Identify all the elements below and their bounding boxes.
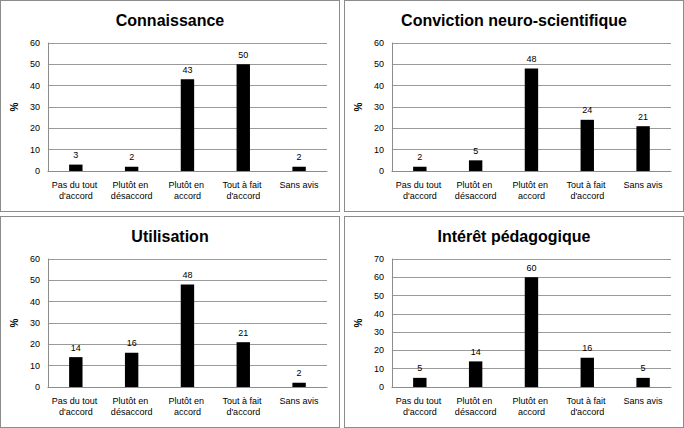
svg-text:Plutôt en: Plutôt en <box>168 396 206 406</box>
svg-text:2: 2 <box>297 368 302 378</box>
svg-text:Plutôt en: Plutôt en <box>512 180 550 190</box>
svg-text:2: 2 <box>129 152 134 162</box>
svg-text:Conviction neuro-scientifique: Conviction neuro-scientifique <box>401 12 627 29</box>
svg-text:Plutôt en: Plutôt en <box>457 396 495 406</box>
svg-text:5: 5 <box>473 146 478 156</box>
svg-text:Sans avis: Sans avis <box>280 180 320 190</box>
svg-text:Tout à fait: Tout à fait <box>567 180 609 190</box>
svg-text:Plutôt en: Plutôt en <box>512 396 550 406</box>
svg-text:30: 30 <box>374 327 384 337</box>
svg-text:Plutôt en: Plutôt en <box>457 180 495 190</box>
svg-text:%: % <box>9 102 20 111</box>
svg-text:48: 48 <box>182 270 192 280</box>
svg-text:0: 0 <box>35 382 40 392</box>
svg-text:5: 5 <box>641 363 646 373</box>
svg-text:60: 60 <box>526 263 536 273</box>
svg-text:10: 10 <box>374 145 384 155</box>
svg-text:Pas du tout: Pas du tout <box>396 180 444 190</box>
svg-text:désaccord: désaccord <box>455 407 497 417</box>
svg-text:Plutôt en: Plutôt en <box>113 180 151 190</box>
svg-text:d'accord: d'accord <box>226 191 260 201</box>
svg-text:40: 40 <box>374 309 384 319</box>
svg-text:d'accord: d'accord <box>403 407 437 417</box>
svg-text:%: % <box>353 102 364 111</box>
svg-text:%: % <box>353 318 364 327</box>
svg-text:21: 21 <box>638 112 648 122</box>
svg-text:10: 10 <box>374 364 384 374</box>
svg-text:accord: accord <box>518 407 545 417</box>
svg-text:24: 24 <box>582 105 592 115</box>
svg-text:Pas du tout: Pas du tout <box>396 396 444 406</box>
svg-text:d'accord: d'accord <box>59 407 93 417</box>
svg-text:d'accord: d'accord <box>570 407 604 417</box>
svg-text:48: 48 <box>526 54 536 64</box>
svg-text:3: 3 <box>73 150 78 160</box>
svg-text:%: % <box>9 318 20 327</box>
svg-text:16: 16 <box>127 338 137 348</box>
svg-text:2: 2 <box>417 152 422 162</box>
svg-text:30: 30 <box>30 102 40 112</box>
svg-text:0: 0 <box>379 166 384 176</box>
svg-text:Sans avis: Sans avis <box>624 180 664 190</box>
svg-text:10: 10 <box>30 361 40 371</box>
svg-text:Tout à fait: Tout à fait <box>223 180 265 190</box>
svg-text:50: 50 <box>30 59 40 69</box>
svg-text:60: 60 <box>374 38 384 48</box>
svg-text:d'accord: d'accord <box>570 191 604 201</box>
svg-text:d'accord: d'accord <box>59 191 93 201</box>
svg-text:20: 20 <box>374 345 384 355</box>
svg-text:Plutôt en: Plutôt en <box>113 396 151 406</box>
svg-text:Plutôt en: Plutôt en <box>168 180 206 190</box>
svg-text:60: 60 <box>30 38 40 48</box>
svg-text:30: 30 <box>30 318 40 328</box>
svg-text:2: 2 <box>297 152 302 162</box>
svg-text:40: 40 <box>374 81 384 91</box>
svg-text:14: 14 <box>71 343 81 353</box>
svg-text:désaccord: désaccord <box>111 407 153 417</box>
svg-text:50: 50 <box>238 50 248 60</box>
svg-text:60: 60 <box>374 272 384 282</box>
svg-text:20: 20 <box>30 339 40 349</box>
svg-text:5: 5 <box>417 363 422 373</box>
svg-text:50: 50 <box>374 59 384 69</box>
svg-text:Pas du tout: Pas du tout <box>52 396 100 406</box>
svg-text:désaccord: désaccord <box>111 191 153 201</box>
svg-text:accord: accord <box>174 407 201 417</box>
svg-text:43: 43 <box>182 65 192 75</box>
svg-text:Pas du tout: Pas du tout <box>52 180 100 190</box>
svg-text:0: 0 <box>379 382 384 392</box>
svg-text:60: 60 <box>30 254 40 264</box>
svg-text:0: 0 <box>35 166 40 176</box>
svg-text:70: 70 <box>374 254 384 264</box>
svg-text:21: 21 <box>238 328 248 338</box>
svg-text:Sans avis: Sans avis <box>624 396 664 406</box>
svg-text:10: 10 <box>30 145 40 155</box>
svg-text:Connaissance: Connaissance <box>116 12 225 29</box>
svg-text:16: 16 <box>582 343 592 353</box>
svg-text:Intérêt pédagogique: Intérêt pédagogique <box>438 228 591 245</box>
svg-text:accord: accord <box>174 191 201 201</box>
svg-text:Utilisation: Utilisation <box>131 228 208 245</box>
svg-text:Tout à fait: Tout à fait <box>567 396 609 406</box>
svg-text:50: 50 <box>374 291 384 301</box>
svg-text:50: 50 <box>30 275 40 285</box>
svg-text:accord: accord <box>518 191 545 201</box>
svg-text:Tout à fait: Tout à fait <box>223 396 265 406</box>
svg-text:20: 20 <box>30 123 40 133</box>
svg-text:40: 40 <box>30 81 40 91</box>
svg-text:20: 20 <box>374 123 384 133</box>
svg-text:40: 40 <box>30 297 40 307</box>
svg-text:Sans avis: Sans avis <box>280 396 320 406</box>
svg-text:désaccord: désaccord <box>455 191 497 201</box>
svg-text:d'accord: d'accord <box>403 191 437 201</box>
svg-text:30: 30 <box>374 102 384 112</box>
svg-text:d'accord: d'accord <box>226 407 260 417</box>
svg-text:14: 14 <box>471 347 481 357</box>
